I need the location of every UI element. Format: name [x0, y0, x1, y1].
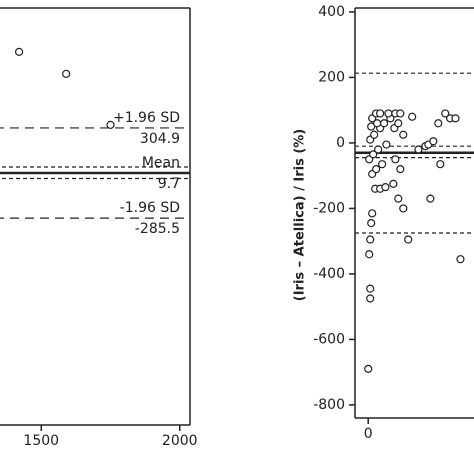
data-point: [389, 179, 398, 188]
data-point: [396, 165, 405, 174]
data-point: [365, 250, 374, 259]
data-point: [378, 160, 387, 169]
data-point: [14, 47, 24, 56]
data-point: [366, 235, 375, 244]
data-point: [366, 284, 375, 293]
data-point: [429, 137, 438, 146]
data-point: [369, 150, 378, 159]
data-point: [408, 112, 417, 121]
data-point: [456, 255, 465, 264]
data-point: [404, 235, 413, 244]
data-point: [367, 219, 376, 228]
data-point: [376, 109, 385, 118]
data-point: [374, 145, 383, 154]
data-point: [436, 160, 445, 169]
line-label: -1.96 SD: [120, 200, 180, 216]
data-point: [391, 155, 400, 164]
data-point: [379, 119, 389, 128]
x-tick-label: 2000: [162, 433, 198, 449]
data-point: [451, 114, 460, 123]
data-point: [384, 109, 393, 118]
y-tick-label: -200: [313, 200, 345, 216]
data-point: [396, 109, 405, 118]
data-point: [399, 204, 408, 213]
line-value: 304.9: [140, 131, 180, 147]
y-axis-label: (Iris – Atellica) / Iris (%): [293, 129, 308, 302]
plot-area: [355, 72, 474, 373]
data-point: [381, 183, 390, 192]
data-point: [441, 109, 450, 118]
data-point: [394, 119, 403, 128]
data-point: [366, 294, 375, 303]
line-label: +1.96 SD: [113, 110, 180, 126]
data-point: [382, 140, 391, 149]
data-point: [399, 130, 408, 139]
line-value: 9.7: [158, 176, 180, 192]
plot-area: [0, 47, 190, 219]
data-point: [434, 119, 443, 128]
data-point: [62, 69, 71, 78]
line-value: -285.5: [135, 221, 180, 237]
data-point: [373, 119, 382, 128]
data-point: [368, 209, 377, 218]
x-tick-label: 0: [364, 426, 373, 442]
x-tick-label: 1500: [23, 433, 59, 449]
data-point: [372, 165, 381, 174]
y-tick-label: -800: [313, 397, 345, 413]
line-label: Mean: [142, 155, 180, 171]
y-tick-label: -600: [313, 331, 345, 347]
data-point: [414, 145, 423, 154]
data-point: [106, 120, 115, 129]
data-point: [370, 130, 379, 139]
y-tick-label: 400: [318, 4, 345, 20]
data-point: [364, 364, 373, 373]
data-point: [394, 194, 403, 203]
y-tick-label: 0: [336, 135, 345, 151]
y-tick-label: 200: [318, 69, 345, 85]
y-tick-label: -400: [313, 266, 345, 282]
data-point: [426, 194, 435, 203]
